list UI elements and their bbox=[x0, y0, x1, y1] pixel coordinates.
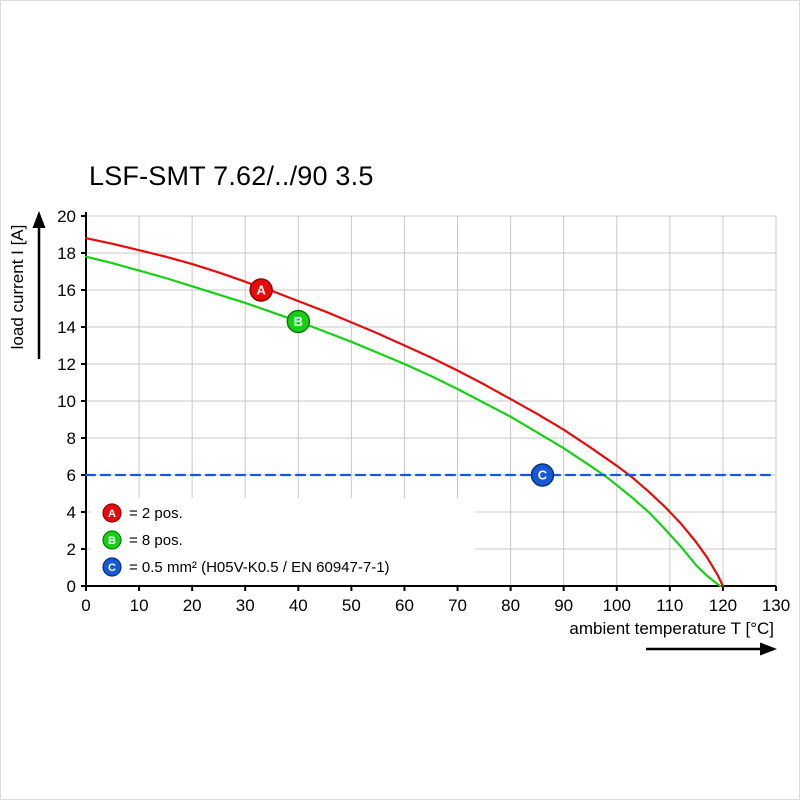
y-tick-label: 8 bbox=[67, 429, 76, 448]
y-axis-label: load current I [A] bbox=[8, 225, 27, 350]
y-tick-label: 20 bbox=[57, 207, 76, 226]
y-tick-label: 4 bbox=[67, 503, 76, 522]
legend-marker-C-icon bbox=[102, 557, 122, 577]
legend-marker-letter-A: A bbox=[108, 508, 116, 520]
legend-marker-letter-C: C bbox=[108, 562, 116, 574]
y-tick-label: 16 bbox=[57, 281, 76, 300]
legend-label-C: = 0.5 mm² (H05V-K0.5 / EN 60947-7-1) bbox=[129, 559, 390, 576]
legend: A = 2 pos. B = 8 pos. C = 0.5 mm² (H05V-K0.5 … bbox=[91, 498, 475, 584]
x-axis-arrowhead-icon bbox=[760, 642, 777, 656]
legend-background bbox=[91, 498, 475, 584]
marker-circle-A bbox=[249, 278, 273, 302]
x-tick-label: 80 bbox=[501, 596, 520, 615]
legend-label-B: = 8 pos. bbox=[129, 532, 183, 549]
axis-labels: load current I [A] ambient temperature T… bbox=[8, 225, 774, 638]
curve-A bbox=[84, 237, 724, 588]
curve-B bbox=[84, 255, 722, 588]
legend-item-B: B = 8 pos. bbox=[102, 530, 183, 550]
marker-circle-C bbox=[530, 463, 555, 487]
x-tick-label: 50 bbox=[342, 596, 361, 615]
x-tick-label: 0 bbox=[81, 596, 90, 615]
legend-label-A: = 2 pos. bbox=[129, 505, 183, 522]
curve-marker-B: B bbox=[286, 309, 311, 334]
y-tick-label: 18 bbox=[57, 244, 76, 263]
curve-marker-C: C bbox=[530, 463, 555, 487]
x-tick-label: 10 bbox=[130, 596, 149, 615]
legend-marker-A-icon bbox=[102, 503, 122, 523]
x-tick-label: 30 bbox=[236, 596, 255, 615]
x-tick-label: 100 bbox=[603, 596, 631, 615]
curve-marker-A: A bbox=[249, 278, 273, 302]
marker-letter-C: C bbox=[538, 468, 548, 483]
x-tick-label: 40 bbox=[289, 596, 308, 615]
x-tick-label: 20 bbox=[183, 596, 202, 615]
y-tick-label: 14 bbox=[57, 318, 76, 337]
legend-marker-letter-B: B bbox=[108, 535, 116, 547]
x-tick-label: 110 bbox=[656, 596, 683, 615]
x-tick-label: 60 bbox=[395, 596, 414, 615]
y-tick-label: 0 bbox=[67, 577, 76, 596]
y-tick-label: 12 bbox=[57, 355, 76, 374]
x-tick-label: 130 bbox=[762, 596, 790, 615]
marker-letter-A: A bbox=[256, 283, 266, 298]
legend-item-A: A = 2 pos. bbox=[102, 503, 183, 523]
y-tick-label: 6 bbox=[67, 466, 76, 485]
x-axis-label: ambient temperature T [°C] bbox=[569, 619, 774, 638]
x-tick-label: 70 bbox=[448, 596, 467, 615]
marker-circle-B bbox=[286, 309, 311, 334]
x-tick-label: 120 bbox=[709, 596, 737, 615]
legend-item-C: C = 0.5 mm² (H05V-K0.5 / EN 60947-7-1) bbox=[102, 557, 390, 577]
chart-title: LSF-SMT 7.62/../90 3.5 bbox=[89, 161, 374, 191]
legend-marker-B-icon bbox=[102, 530, 122, 550]
series-curves: A B C bbox=[84, 237, 778, 588]
x-tick-label: 90 bbox=[554, 596, 573, 615]
y-tick-label: 2 bbox=[67, 540, 76, 559]
axes: 0 10 20 30 40 50 60 70 80 90 100 110 120 130 0 2 4 6 8 10 12… bbox=[32, 207, 790, 656]
y-tick-label: 10 bbox=[57, 392, 76, 411]
marker-letter-B: B bbox=[294, 314, 303, 329]
y-axis-arrowhead-icon bbox=[32, 211, 46, 228]
